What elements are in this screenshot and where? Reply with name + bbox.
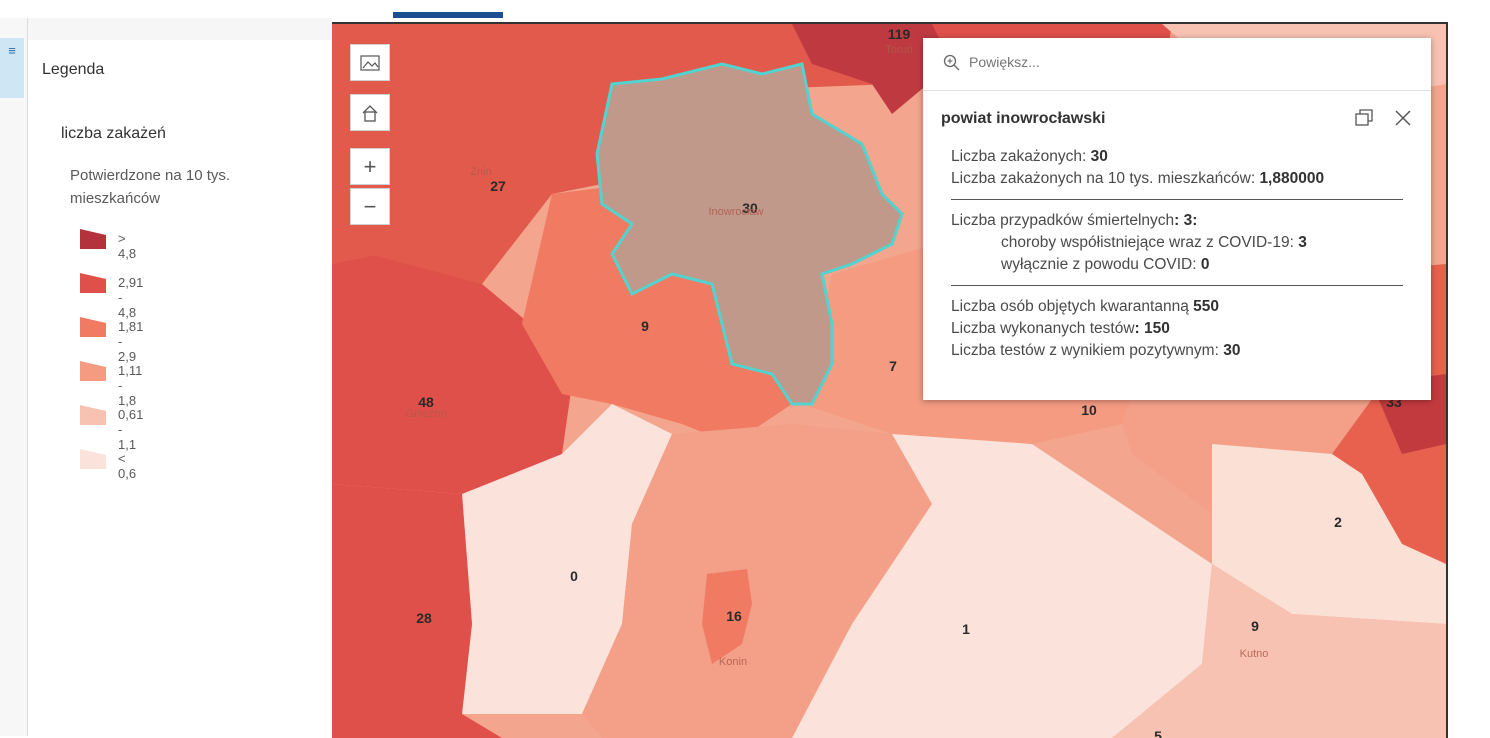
zoom-out-icon[interactable]: − [350,188,390,225]
region-label: 0 [570,568,578,584]
top-bar [0,0,1490,18]
place-name: Konin [718,656,748,668]
region-label: 28 [416,610,432,626]
legend-panel: Legenda liczba zakażeń Potwierdzone na 1… [28,18,332,736]
region-znin [332,24,932,324]
covid-only-value: 0 [1200,256,1210,273]
legend-swatch-icon [80,449,106,469]
popup-search-bar [923,38,1431,91]
popup-body: Liczba zakażonych: 30 Liczba zakażonych … [951,146,1403,362]
popup-title: powiat inowrocławski [941,110,1106,127]
legend-toggle-icon[interactable]: ≡ [0,38,24,98]
deaths-row: Liczba przypadków śmiertelnych: 3: [951,212,1198,229]
legend-swatch-icon [80,317,106,337]
region-gniezno [332,244,572,494]
dock-icon[interactable] [1353,108,1375,128]
legend-item-label: 2,91 - 4,8 [118,275,144,320]
region-label: 7 [889,358,897,374]
infected-row: Liczba zakażonych: 30 [951,148,1108,165]
legend-swatch-icon [80,405,106,425]
region-kutno [1112,564,1446,738]
place-name: Gniezno [405,408,447,420]
region-label: 48 [418,394,434,410]
positive-value: 30 [1223,342,1241,359]
active-tab-indicator[interactable] [393,12,503,18]
region-label: 2 [1334,514,1342,530]
place-name: Toruń [885,44,913,56]
feature-popup[interactable]: powiat inowrocławski Liczba zakażonych: … [923,38,1431,400]
place-name: Kutno [1239,648,1269,660]
legend-item-label: 0,61 - 1,1 [118,407,144,452]
quarantine-value: 550 [1193,298,1220,315]
home-icon[interactable] [350,94,390,131]
tests-value: : 150 [1134,320,1170,337]
region-konin-city [702,569,752,664]
region-label: 16 [726,608,742,624]
covid-only-row: wyłącznie z powodu COVID: 0 [1001,256,1210,273]
infected-value: 30 [1090,148,1108,165]
legend-item-label: < 0,6 [118,451,137,481]
legend-item-label: 1,81 - 2,9 [118,319,144,364]
legend-swatch-icon [80,361,106,381]
legend-header-strip [28,18,332,40]
region-label: 30 [742,200,758,216]
basemap-gallery-icon[interactable] [350,44,390,81]
place-name: Żnin [470,166,492,178]
region-label: 9 [641,318,649,334]
region-kolo [1212,444,1446,624]
region-label: 119 [887,26,911,42]
deaths-value: : 3: [1174,212,1198,229]
legend-swatch-icon [80,229,106,249]
quarantine-row: Liczba osób objętych kwarantanną 550 [951,298,1220,315]
place-name: Inowrocław [708,206,764,218]
region-slupca [462,404,672,714]
legend-item-label: > 4,8 [118,231,137,261]
left-rail: ≡ [0,18,28,736]
tests-row: Liczba wykonanych testów: 150 [951,320,1170,337]
region-label: 5 [1154,728,1162,738]
zoom-search-icon[interactable] [943,54,961,72]
divider [951,285,1403,286]
region-radziejow [522,184,792,444]
infected-per10k-row: Liczba zakażonych na 10 tys. mieszkańców… [951,170,1325,187]
region-label: 10 [1081,402,1097,418]
legend-subtitle: Potwierdzone na 10 tys. mieszkańców [70,167,231,207]
positive-row: Liczba testów z wynikiem pozytywnym: 30 [951,342,1241,359]
region-inowroclaw-selected [595,62,904,406]
zoom-in-icon[interactable]: + [350,148,390,185]
legend-swatch-icon [80,273,106,293]
legend-item-label: 1,11 - 1,8 [118,363,143,408]
comorbid-row: choroby współistniejące wraz z COVID-19:… [1001,234,1307,251]
popup-search-input[interactable] [969,54,1389,70]
region-label: 1 [962,621,970,637]
infected-per10k-value: 1,880000 [1259,170,1325,187]
legend-layer-name: liczba zakażeń [61,125,166,142]
divider [951,199,1403,200]
region-turek [792,434,1212,738]
region-label: 9 [1251,618,1259,634]
region-konin [582,424,932,738]
region-wrzesnia [332,484,502,738]
close-icon[interactable] [1393,108,1413,128]
comorbid-value: 3 [1298,234,1307,251]
legend-title: Legenda [42,61,105,78]
region-label: 27 [490,178,506,194]
